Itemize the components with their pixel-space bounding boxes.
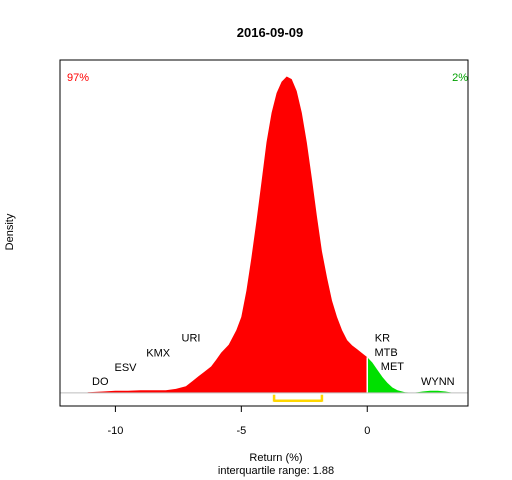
- y-axis-label: Density: [4, 213, 16, 250]
- stock-label-esv: ESV: [114, 362, 137, 374]
- chart-title: 2016-09-09: [237, 25, 304, 40]
- stock-label-wynn: WYNN: [421, 376, 455, 388]
- iqr-bar: [272, 394, 324, 402]
- percent-positive: 2%: [452, 72, 468, 84]
- x-axis-label: Return (%): [249, 452, 302, 464]
- plot-area: DO ESV KMX URI KR MTB MET WYNN: [60, 76, 468, 402]
- stock-label-mtb: MTB: [374, 347, 397, 359]
- stock-labels: DO ESV KMX URI KR MTB MET WYNN: [92, 332, 455, 388]
- stock-label-do: DO: [92, 376, 109, 388]
- percent-negative: 97%: [67, 72, 89, 84]
- x-tick-label-2: 0: [364, 425, 370, 437]
- stock-label-kr: KR: [375, 332, 390, 344]
- positive-density-area: [367, 357, 453, 393]
- chart-subtitle: interquartile range: 1.88: [218, 465, 334, 477]
- stock-label-kmx: KMX: [146, 348, 171, 360]
- x-axis: -10 -5 0: [107, 405, 370, 437]
- stock-label-uri: URI: [182, 332, 201, 344]
- x-tick-label-1: -5: [236, 425, 246, 437]
- stock-label-met: MET: [381, 361, 405, 373]
- x-tick-label-0: -10: [107, 425, 123, 437]
- negative-density-area: [87, 76, 368, 393]
